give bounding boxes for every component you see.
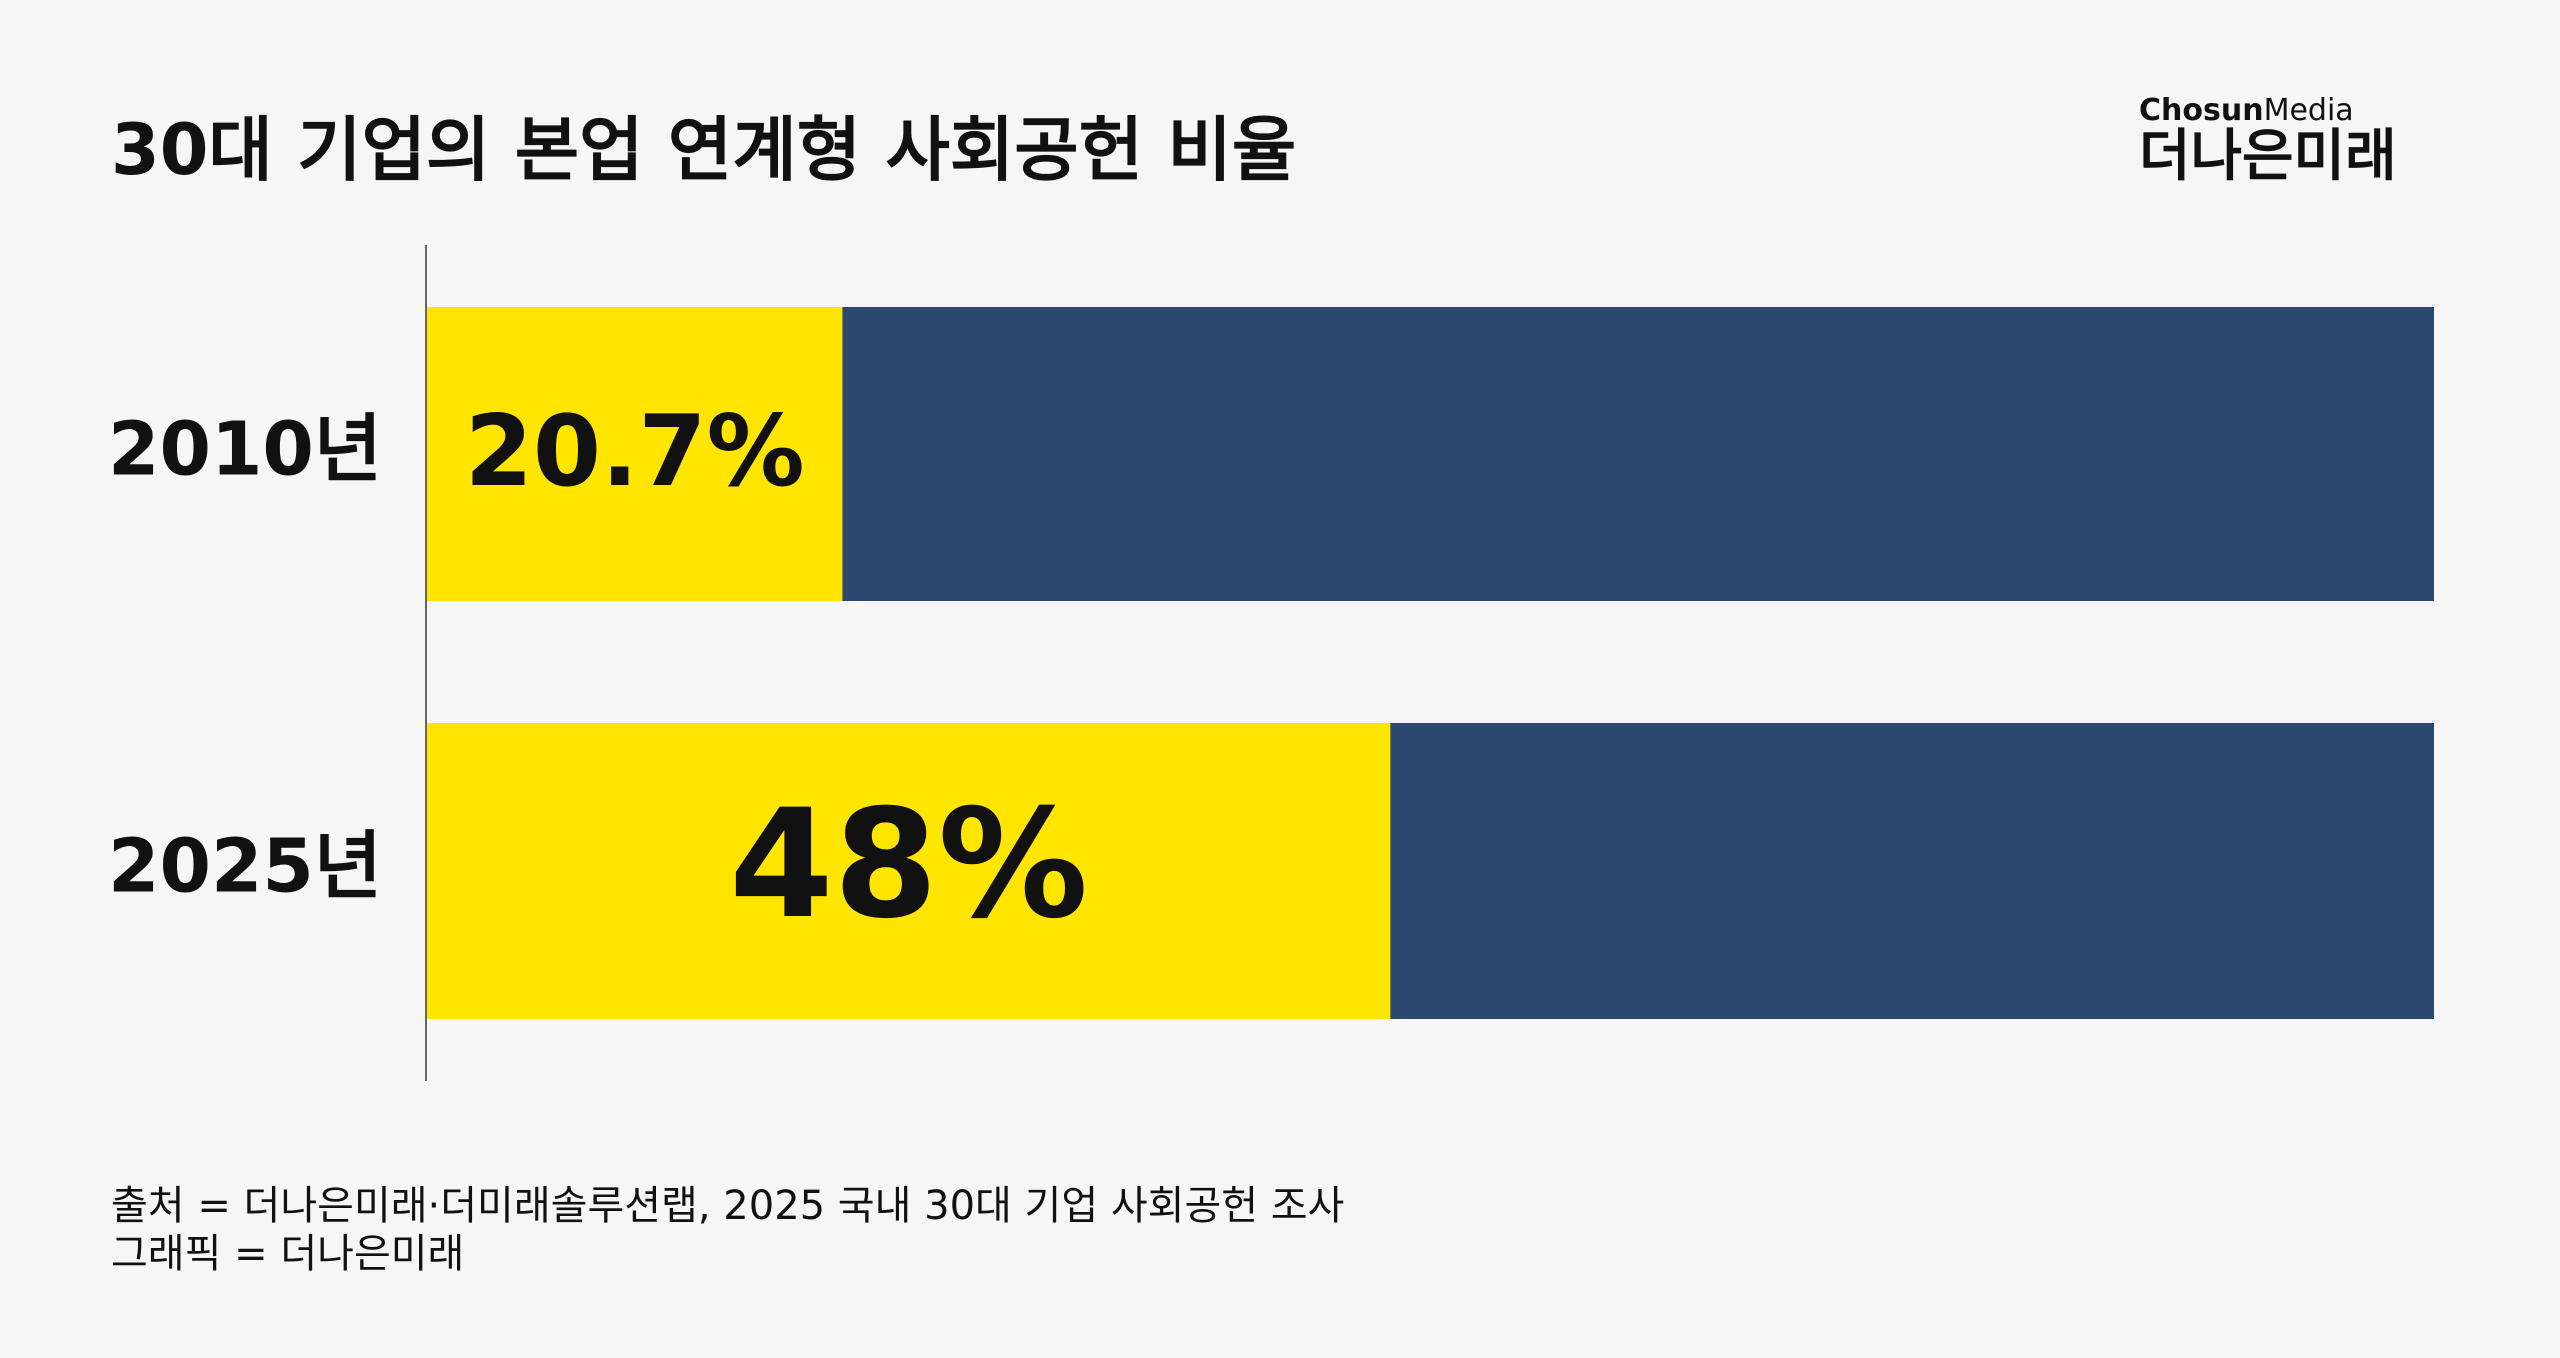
brand-publisher-light: Media — [2264, 93, 2354, 128]
credit: 그래픽 = 더나은미래 — [111, 1231, 464, 1277]
brand-publisher-bold: Chosun — [2139, 93, 2264, 128]
bar — [427, 723, 1391, 1019]
brand-publisher: ChosunMedia — [2139, 93, 2354, 128]
chart-title: 30대 기업의 본업 연계형 사회공헌 비율 — [111, 109, 1296, 191]
value-label: 48% — [729, 778, 1088, 952]
category-label: 2025년 — [108, 824, 382, 910]
bar — [427, 307, 843, 601]
category-label: 2010년 — [108, 407, 382, 493]
value-label: 20.7% — [465, 395, 805, 509]
source: 출처 = 더나은미래·더미래솔루션랩, 2025 국내 30대 기업 사회공헌 … — [111, 1183, 1344, 1229]
brand-name: 더나은미래 — [2139, 124, 2397, 189]
